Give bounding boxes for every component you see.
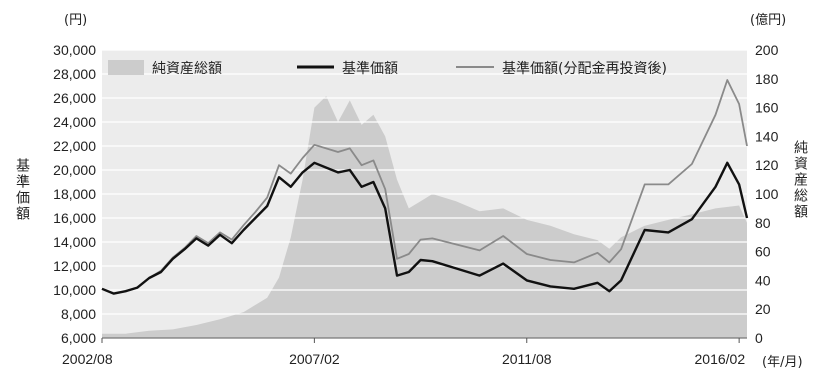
right-tick-5: 100 bbox=[755, 186, 779, 202]
left-tick-12: 30,000 bbox=[53, 42, 96, 58]
left-tick-2: 10,000 bbox=[53, 282, 96, 298]
left-axis-title: 基準価額 bbox=[14, 157, 30, 222]
right-unit-label: (億円) bbox=[750, 12, 786, 28]
x-tick-label-1: 2007/02 bbox=[289, 351, 340, 367]
right-tick-7: 140 bbox=[755, 128, 779, 144]
left-tick-1: 8,000 bbox=[61, 306, 96, 322]
right-tick-4: 80 bbox=[755, 215, 771, 231]
x-axis-ticks: 2002/08 2007/02 2011/08 2016/02 bbox=[62, 338, 745, 367]
line-layer bbox=[101, 79, 749, 295]
left-unit-label: (円) bbox=[64, 13, 87, 28]
legend-swatch-nav-area bbox=[108, 60, 144, 75]
right-axis-ticks: 0 20 40 60 80 100 120 140 160 180 200 bbox=[755, 42, 779, 346]
left-tick-3: 12,000 bbox=[53, 258, 96, 274]
right-tick-10: 200 bbox=[755, 42, 779, 58]
x-tick-label-3: 2016/02 bbox=[695, 351, 746, 367]
right-tick-2: 40 bbox=[755, 272, 771, 288]
left-tick-9: 24,000 bbox=[53, 114, 96, 130]
left-tick-6: 18,000 bbox=[53, 186, 96, 202]
right-tick-8: 160 bbox=[755, 100, 779, 116]
left-tick-8: 22,000 bbox=[53, 138, 96, 154]
legend-label-nav: 基準価額 bbox=[342, 60, 398, 77]
right-tick-6: 120 bbox=[755, 157, 779, 173]
x-tick-label-2: 2011/08 bbox=[502, 351, 552, 367]
x-tick-label-0: 2002/08 bbox=[62, 351, 113, 367]
left-tick-7: 20,000 bbox=[53, 162, 96, 178]
x-unit-label: (年/月) bbox=[762, 355, 803, 370]
left-tick-5: 16,000 bbox=[53, 210, 96, 226]
right-axis-title: 純資産総額 bbox=[792, 140, 808, 220]
series-net-assets-area bbox=[102, 96, 747, 338]
left-tick-0: 6,000 bbox=[61, 330, 96, 346]
series-nav-line bbox=[101, 161, 749, 295]
right-tick-3: 60 bbox=[755, 244, 771, 260]
area-layer bbox=[102, 96, 747, 338]
right-tick-0: 0 bbox=[755, 330, 763, 346]
legend: 純資産総額 基準価額 基準価額(分配金再投資後) bbox=[108, 60, 667, 77]
left-axis-ticks: 6,000 8,000 10,000 12,000 14,000 16,000 18,000… bbox=[53, 42, 96, 346]
left-tick-11: 28,000 bbox=[53, 66, 96, 82]
right-tick-1: 20 bbox=[755, 301, 771, 317]
legend-label-net-assets: 純資産総額 bbox=[152, 61, 222, 77]
legend-label-reinvested: 基準価額(分配金再投資後) bbox=[502, 60, 667, 77]
right-tick-9: 180 bbox=[755, 71, 779, 87]
grid-layer bbox=[102, 49, 747, 339]
left-tick-10: 26,000 bbox=[53, 90, 96, 106]
left-tick-4: 14,000 bbox=[53, 234, 96, 250]
